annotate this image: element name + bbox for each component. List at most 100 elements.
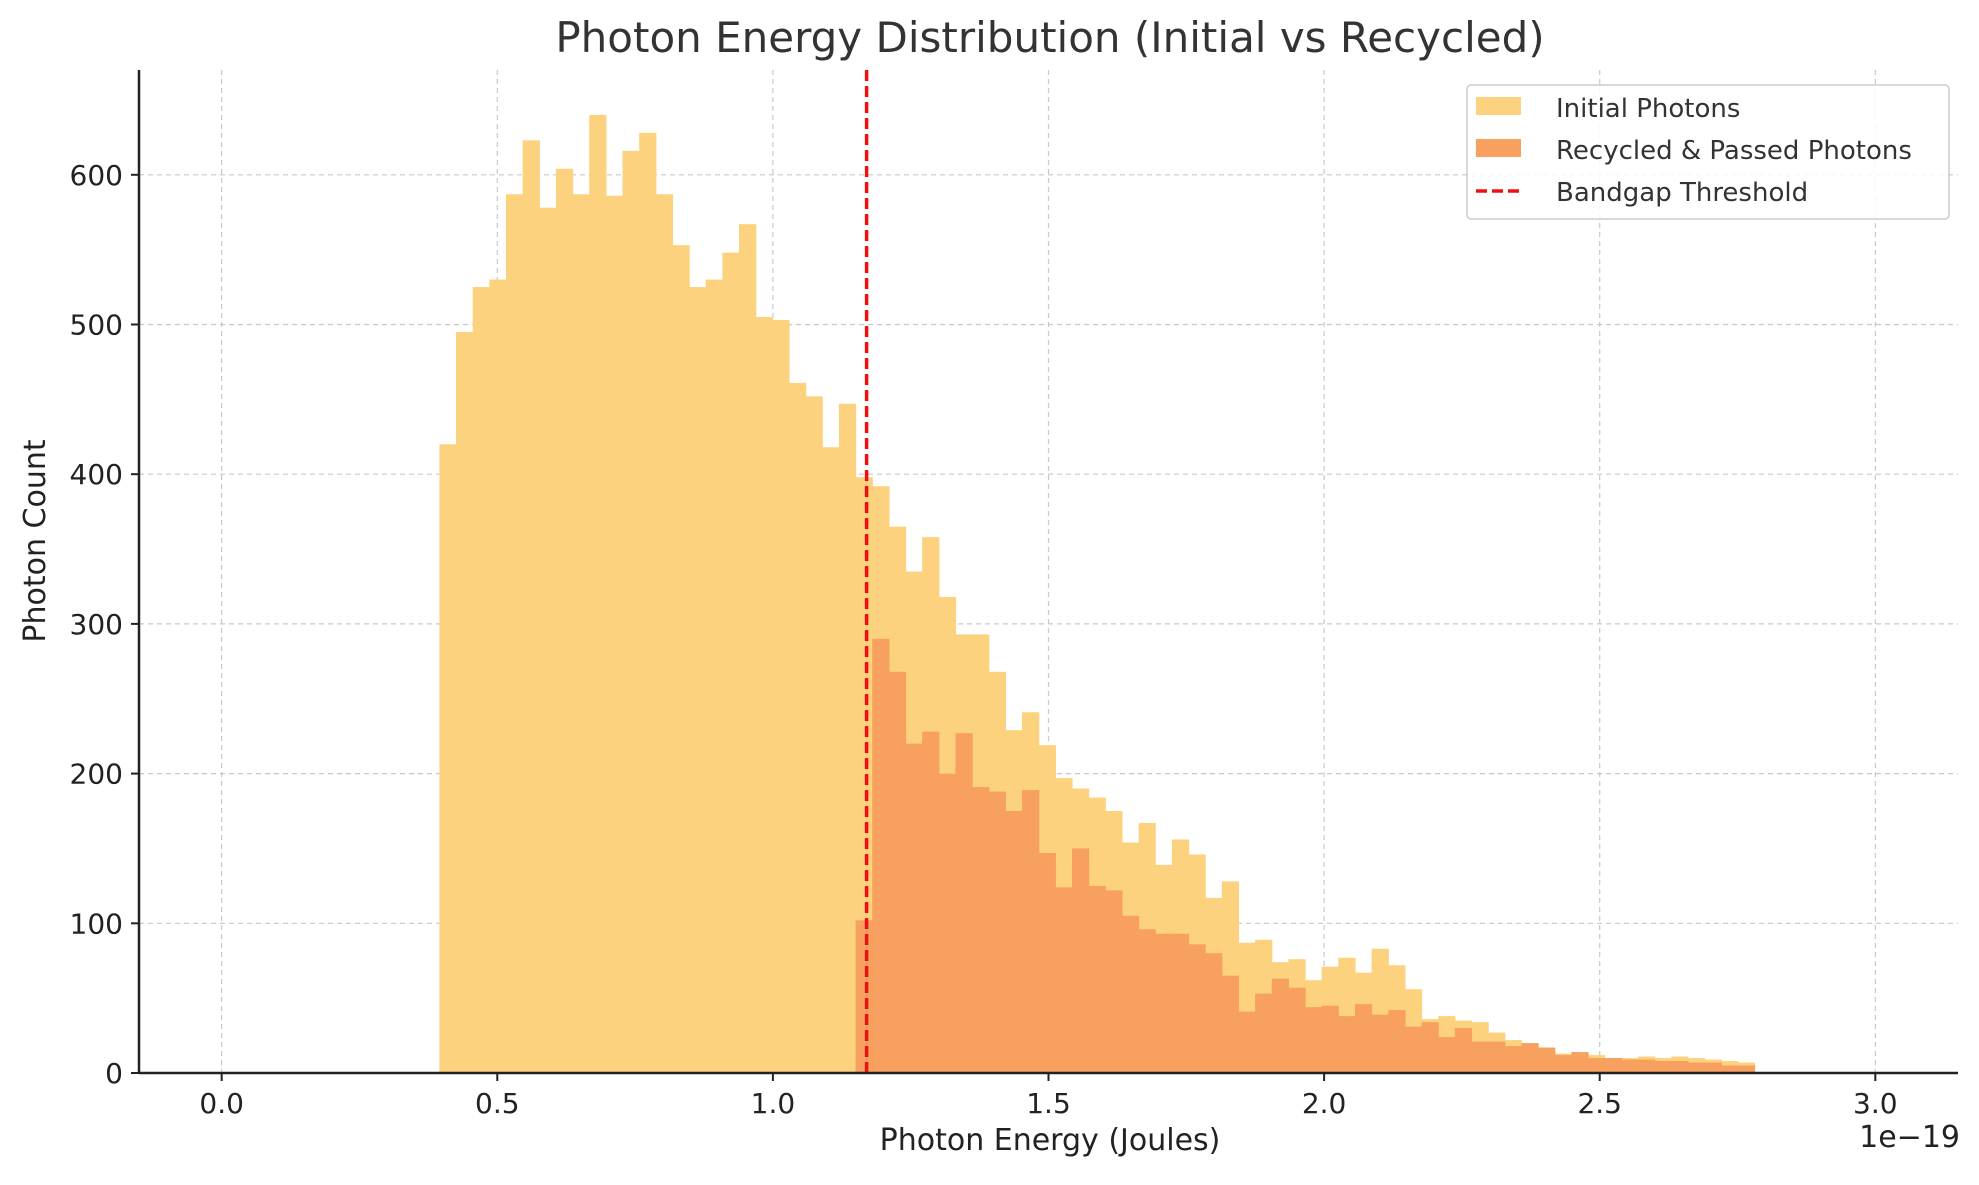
legend-swatch-initial bbox=[1476, 97, 1521, 115]
legend-label-recycled: Recycled & Passed Photons bbox=[1556, 136, 1912, 166]
bar-recycled bbox=[1105, 890, 1123, 1073]
bar-recycled bbox=[1121, 915, 1140, 1073]
bar-initial bbox=[822, 447, 840, 1073]
x-axis-label: Photon Energy (Joules) bbox=[880, 1123, 1221, 1158]
bar-initial bbox=[672, 245, 690, 1073]
bar-initial bbox=[522, 140, 540, 1074]
y-axis-label: Photon Count bbox=[18, 439, 53, 642]
bar-recycled bbox=[1205, 953, 1223, 1073]
bar-recycled bbox=[1071, 848, 1090, 1073]
x-tick-label: 0.5 bbox=[475, 1087, 520, 1120]
x-tick-label: 2.5 bbox=[1577, 1087, 1622, 1120]
bar-recycled bbox=[1005, 811, 1023, 1073]
bar-recycled bbox=[1454, 1028, 1473, 1073]
x-tick-label: 3.0 bbox=[1853, 1087, 1898, 1120]
bar-recycled bbox=[972, 787, 990, 1073]
bar-initial bbox=[722, 252, 740, 1074]
bar-recycled bbox=[1488, 1041, 1506, 1073]
bar-recycled bbox=[855, 920, 873, 1073]
bar-initial bbox=[605, 195, 624, 1073]
bar-initial bbox=[439, 444, 457, 1073]
bar-initial bbox=[589, 114, 607, 1073]
legend-label-threshold: Bandgap Threshold bbox=[1556, 178, 1808, 208]
bar-recycled bbox=[1621, 1059, 1639, 1073]
bar-recycled bbox=[1321, 1005, 1339, 1073]
bar-recycled bbox=[1721, 1065, 1739, 1073]
bar-initial bbox=[788, 382, 807, 1074]
bar-recycled bbox=[955, 733, 973, 1073]
bar-recycled bbox=[988, 791, 1006, 1073]
y-tick-label: 400 bbox=[70, 458, 123, 491]
y-tick-label: 500 bbox=[70, 308, 123, 341]
axes-layer: 0.0 0.5 1.0 1.5 2.0 2.5 3.0 0 100 200 300 400 500 600 bbox=[70, 70, 1958, 1120]
bar-initial bbox=[622, 150, 640, 1073]
y-tick-label: 100 bbox=[70, 907, 123, 940]
bar-recycled bbox=[1188, 944, 1206, 1073]
bar-recycled bbox=[1521, 1043, 1539, 1073]
bar-initial bbox=[689, 287, 707, 1074]
bar-recycled bbox=[1637, 1059, 1656, 1073]
bar-initial bbox=[739, 224, 757, 1074]
legend-swatch-recycled bbox=[1476, 139, 1521, 157]
bar-recycled bbox=[1554, 1055, 1572, 1073]
chart-title: Photon Energy Distribution (Initial vs R… bbox=[555, 13, 1544, 62]
bar-initial bbox=[539, 207, 557, 1074]
y-tick-label: 600 bbox=[70, 159, 123, 192]
bar-initial bbox=[755, 317, 773, 1074]
bar-recycled bbox=[1671, 1061, 1689, 1073]
bar-recycled bbox=[1737, 1065, 1756, 1073]
bar-recycled bbox=[888, 671, 907, 1073]
legend-frame bbox=[1466, 84, 1950, 220]
bar-recycled bbox=[1088, 885, 1106, 1073]
legend: Initial Photons Recycled & Passed Photon… bbox=[1466, 84, 1950, 220]
bar-recycled bbox=[1354, 1004, 1373, 1073]
bar-recycled bbox=[1022, 790, 1040, 1073]
x-tick-label: 1.0 bbox=[751, 1087, 796, 1120]
bar-initial bbox=[655, 194, 674, 1073]
bar-recycled bbox=[1155, 933, 1173, 1073]
x-tick-label: 0.0 bbox=[199, 1087, 244, 1120]
bar-recycled bbox=[1288, 987, 1306, 1073]
bar-recycled bbox=[1404, 1026, 1423, 1073]
bar-recycled bbox=[938, 773, 957, 1073]
bar-initial bbox=[456, 331, 474, 1073]
legend-label-initial: Initial Photons bbox=[1556, 94, 1740, 124]
bar-recycled bbox=[1255, 993, 1273, 1073]
bar-recycled bbox=[1371, 1014, 1389, 1073]
bar-recycled bbox=[1305, 1007, 1323, 1073]
bar-recycled bbox=[872, 638, 890, 1073]
bar-recycled bbox=[1471, 1041, 1489, 1073]
y-tick-label: 0 bbox=[105, 1057, 123, 1090]
bar-initial bbox=[489, 279, 507, 1073]
bar-recycled bbox=[1171, 933, 1190, 1073]
bar-recycled bbox=[1704, 1062, 1722, 1073]
bar-recycled bbox=[1654, 1061, 1672, 1073]
bar-recycled bbox=[1138, 929, 1156, 1073]
bar-recycled bbox=[1271, 978, 1289, 1073]
bar-recycled bbox=[1604, 1058, 1622, 1073]
bars-layer bbox=[439, 114, 1756, 1074]
bar-recycled bbox=[922, 731, 940, 1073]
bar-recycled bbox=[1687, 1062, 1706, 1073]
bar-initial bbox=[705, 279, 724, 1073]
bar-recycled bbox=[1504, 1046, 1523, 1073]
bar-initial bbox=[639, 132, 657, 1073]
bar-recycled bbox=[1538, 1047, 1556, 1073]
x-scale-label: 1e−19 bbox=[1859, 1120, 1960, 1155]
bar-initial bbox=[772, 320, 790, 1074]
bar-recycled bbox=[1438, 1037, 1456, 1073]
y-tick-label: 200 bbox=[70, 758, 123, 791]
bar-initial bbox=[805, 396, 823, 1073]
x-tick-label: 1.5 bbox=[1026, 1087, 1071, 1120]
bar-recycled bbox=[1571, 1052, 1589, 1073]
bar-initial bbox=[555, 168, 574, 1073]
bar-initial bbox=[505, 194, 524, 1073]
bar-recycled bbox=[1421, 1022, 1439, 1073]
x-tick-label: 2.0 bbox=[1302, 1087, 1347, 1120]
bar-recycled bbox=[1055, 887, 1073, 1073]
bar-initial bbox=[572, 194, 590, 1073]
bar-initial bbox=[838, 403, 857, 1073]
bar-recycled bbox=[1388, 1010, 1406, 1073]
